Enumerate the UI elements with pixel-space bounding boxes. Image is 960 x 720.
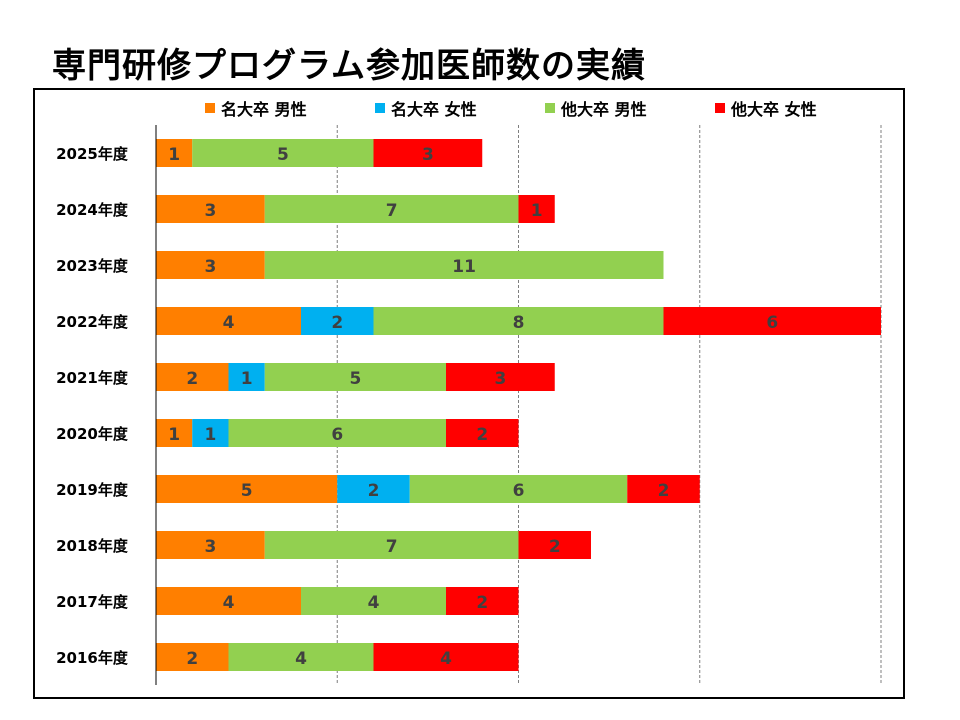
category-label: 2024年度 xyxy=(56,201,129,219)
bar-segment xyxy=(518,531,591,559)
category-label: 2022年度 xyxy=(56,313,129,331)
category-label: 2020年度 xyxy=(56,425,129,443)
bar-segment xyxy=(446,587,519,615)
chart-frame xyxy=(33,88,905,699)
category-label: 2016年度 xyxy=(56,649,129,667)
data-label: 3 xyxy=(204,257,216,277)
data-label: 4 xyxy=(295,649,307,669)
data-label: 3 xyxy=(204,537,216,557)
legend-label: 名大卒 女性 xyxy=(391,100,477,119)
legend-swatch xyxy=(375,103,385,113)
bar-segment xyxy=(264,251,664,279)
category-label: 2018年度 xyxy=(56,537,129,555)
data-label: 3 xyxy=(204,201,216,221)
bar-segment xyxy=(156,251,265,279)
data-label: 1 xyxy=(531,201,543,221)
bar-segment xyxy=(192,139,374,167)
bar-segment xyxy=(156,643,229,671)
data-label: 1 xyxy=(168,425,180,445)
category-label: 2019年度 xyxy=(56,481,129,499)
bar-segment xyxy=(156,307,301,335)
category-label: 2017年度 xyxy=(56,593,129,611)
bar-segment xyxy=(228,643,374,671)
bar-segment xyxy=(156,475,338,503)
data-label: 2 xyxy=(186,369,198,389)
data-label: 2 xyxy=(549,537,561,557)
data-label: 5 xyxy=(241,481,253,501)
bar-segment xyxy=(373,643,519,671)
bar-segment xyxy=(228,363,265,391)
data-label: 8 xyxy=(513,313,525,333)
data-label: 5 xyxy=(349,369,361,389)
bar-segment xyxy=(337,475,410,503)
legend-item: 他大卒 男性 xyxy=(545,96,647,120)
data-label: 7 xyxy=(386,537,398,557)
data-label: 7 xyxy=(386,201,398,221)
legend-item: 名大卒 男性 xyxy=(205,96,307,120)
category-label: 2023年度 xyxy=(56,257,129,275)
legend-label: 他大卒 女性 xyxy=(731,100,817,119)
bar-segment xyxy=(192,419,229,447)
data-label: 4 xyxy=(368,593,380,613)
data-label: 4 xyxy=(223,313,235,333)
bar-segment xyxy=(156,139,193,167)
data-label: 4 xyxy=(223,593,235,613)
bar-segment xyxy=(156,587,301,615)
bar-segment xyxy=(373,139,483,167)
bar-segment xyxy=(156,531,265,559)
data-label: 2 xyxy=(658,481,670,501)
bar-segment xyxy=(518,195,555,223)
data-label: 2 xyxy=(368,481,380,501)
bar-segment xyxy=(156,419,193,447)
bar-segment xyxy=(409,475,628,503)
data-label: 6 xyxy=(766,313,778,333)
data-label: 4 xyxy=(440,649,452,669)
bar-segment xyxy=(301,587,446,615)
data-label: 2 xyxy=(331,313,343,333)
category-label: 2021年度 xyxy=(56,369,129,387)
legend-item: 名大卒 女性 xyxy=(375,96,477,120)
bar-segment xyxy=(373,307,664,335)
data-label: 1 xyxy=(204,425,216,445)
legend-item: 他大卒 女性 xyxy=(715,96,817,120)
bar-segment xyxy=(446,363,555,391)
chart-title: 専門研修プログラム参加医師数の実績 xyxy=(52,46,646,86)
bar-segment xyxy=(228,419,446,447)
bar-segment xyxy=(264,195,519,223)
legend-label: 他大卒 男性 xyxy=(561,100,647,119)
legend-swatch xyxy=(715,103,725,113)
data-label: 6 xyxy=(331,425,343,445)
bar-segment xyxy=(264,363,446,391)
data-label: 2 xyxy=(476,425,488,445)
category-label: 2025年度 xyxy=(56,145,129,163)
data-label: 1 xyxy=(241,369,253,389)
bar-segment xyxy=(446,419,519,447)
data-label: 1 xyxy=(168,145,180,165)
data-label: 3 xyxy=(494,369,506,389)
legend-label: 名大卒 男性 xyxy=(221,100,307,119)
bar-segment xyxy=(156,363,229,391)
bar-segment xyxy=(627,475,700,503)
bar-segment xyxy=(156,195,265,223)
data-label: 5 xyxy=(277,145,289,165)
data-label: 3 xyxy=(422,145,434,165)
data-label: 11 xyxy=(452,257,476,277)
data-label: 2 xyxy=(186,649,198,669)
bar-segment xyxy=(301,307,374,335)
bar-segment xyxy=(663,307,881,335)
data-label: 2 xyxy=(476,593,488,613)
legend-swatch xyxy=(545,103,555,113)
legend-swatch xyxy=(205,103,215,113)
bar-segment xyxy=(264,531,519,559)
data-label: 6 xyxy=(513,481,525,501)
